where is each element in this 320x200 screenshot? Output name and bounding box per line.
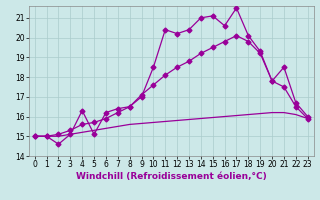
X-axis label: Windchill (Refroidissement éolien,°C): Windchill (Refroidissement éolien,°C) xyxy=(76,172,267,181)
